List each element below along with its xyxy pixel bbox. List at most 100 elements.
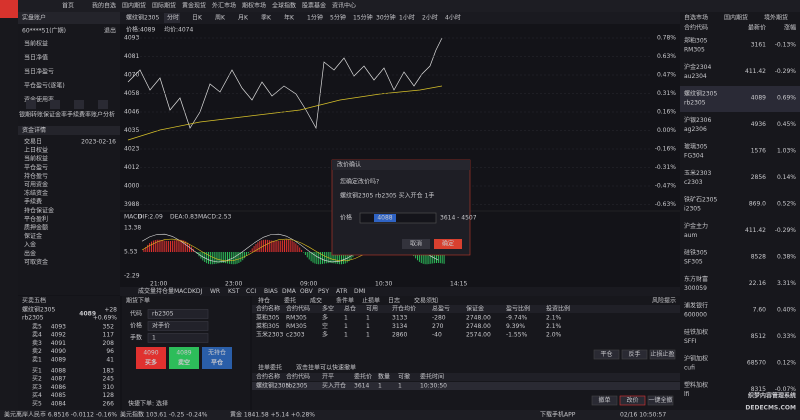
wl-name[interactable]: 塑料加权 — [684, 381, 708, 389]
wl-name[interactable]: 玻璃305 — [684, 143, 708, 151]
period-tab[interactable]: 15分钟 — [353, 14, 373, 22]
indicator-tab[interactable]: 成交量 — [138, 287, 156, 295]
entry-input[interactable] — [147, 321, 209, 331]
indicator-tab[interactable]: ATR — [336, 288, 347, 295]
wl-pct: 0.69% — [777, 95, 796, 102]
wl-price: 4089 — [751, 95, 766, 102]
wl-name[interactable]: 沪银2306 — [684, 116, 711, 124]
tab[interactable]: 交易须知 — [414, 297, 438, 305]
indicator-tab[interactable]: KDJ — [192, 288, 203, 295]
indicator-tab[interactable]: BIAS — [264, 288, 278, 295]
ok-button[interactable] — [434, 239, 462, 249]
action-button[interactable] — [649, 349, 676, 360]
entry-label: 价格 — [130, 322, 142, 330]
period-tab[interactable]: 年K — [284, 14, 295, 22]
entry-input[interactable] — [147, 309, 209, 319]
wl-name[interactable]: 硅铁305 — [684, 249, 708, 257]
action-button[interactable] — [619, 395, 646, 406]
action-button[interactable] — [591, 395, 618, 406]
entry-input[interactable] — [147, 333, 209, 343]
tab[interactable]: 自选市场 — [684, 14, 708, 22]
tool[interactable]: 银期转账 — [19, 111, 43, 119]
order-button[interactable] — [202, 347, 232, 369]
quick-value[interactable]: 选择 — [156, 400, 168, 408]
action-button[interactable] — [621, 349, 648, 360]
cancel-button[interactable] — [402, 239, 430, 249]
tab[interactable]: 持仓 — [258, 297, 270, 305]
dialog-text: 您确定改价吗? — [340, 178, 379, 186]
period-tab[interactable]: 2小时 — [422, 14, 438, 22]
tab[interactable]: 国内期货 — [724, 14, 748, 22]
tab[interactable]: 成交 — [310, 297, 322, 305]
menu-item[interactable]: 国内期货 — [122, 2, 146, 10]
period-tab[interactable]: 30分钟 — [376, 14, 396, 22]
order-button[interactable] — [169, 347, 199, 369]
tool[interactable]: 手续费率 — [67, 111, 91, 119]
wl-name[interactable]: 沪铜加权 — [684, 355, 708, 363]
indicator-tab[interactable]: DMI — [354, 288, 366, 295]
th: 总盈亏 — [432, 305, 450, 313]
menu-item[interactable]: 期权市场 — [242, 2, 266, 10]
wl-name[interactable]: 郑粕305 — [684, 37, 708, 45]
period-tab[interactable]: 月K — [238, 15, 249, 22]
wl-name[interactable]: 铁矿石2305 — [684, 196, 717, 204]
dialog-title: 改价确认 — [337, 161, 361, 169]
tab[interactable]: 境外期货 — [764, 14, 788, 22]
logo — [0, 0, 18, 18]
period-tab[interactable]: 4小时 — [445, 14, 461, 22]
wl-pct: -0.07% — [775, 386, 797, 393]
th: 可撤 — [398, 373, 410, 381]
tab[interactable]: 条件单 — [336, 297, 354, 305]
order-button[interactable] — [136, 347, 166, 369]
menu-item[interactable]: 黄金现货 — [182, 2, 206, 10]
indicator-tab[interactable]: OBV — [300, 288, 314, 295]
indicator-tab[interactable]: KST — [228, 288, 240, 295]
wl-name[interactable]: 浦发银行 — [684, 302, 708, 310]
price-input[interactable] — [359, 212, 437, 224]
menu-item[interactable]: 首页 — [62, 2, 74, 10]
menu-item[interactable]: 国际期货 — [152, 2, 176, 10]
action-button[interactable] — [647, 395, 674, 406]
th: 合约代码 — [286, 305, 310, 313]
wl-name[interactable]: 沪金2304 — [684, 63, 711, 71]
selected-row — [680, 86, 800, 112]
logout[interactable]: 退出 — [104, 27, 116, 35]
tab[interactable]: 止损单 — [362, 297, 380, 305]
menu-item[interactable]: 资讯中心 — [332, 2, 356, 10]
indicator-tab[interactable]: WR — [210, 288, 220, 295]
th: 开平 — [322, 374, 334, 381]
wl-name[interactable]: 螺纹钢2305 — [684, 90, 717, 98]
indicator-tab[interactable]: MACD — [174, 288, 192, 295]
menu-item[interactable]: 股票基金 — [302, 2, 326, 10]
menu-item[interactable]: 外汇市场 — [212, 2, 236, 10]
wl-pct: -0.29% — [775, 68, 797, 75]
tab[interactable]: 委托 — [284, 297, 296, 305]
menu-item[interactable]: 我的自选 — [92, 2, 116, 10]
wl-code: rb2305 — [684, 100, 706, 107]
level-price: 4084 — [51, 400, 66, 407]
period-tab[interactable]: 季K — [261, 14, 272, 22]
period-tab[interactable]: 5分钟 — [330, 14, 346, 22]
period-tab[interactable]: 1小时 — [399, 14, 415, 22]
tab[interactable]: 日志 — [388, 297, 400, 305]
indicator-tab[interactable]: CCI — [246, 288, 256, 295]
wl-name[interactable]: 东方财富 — [684, 275, 708, 283]
menu-item[interactable]: 全球指数 — [272, 2, 296, 10]
indicator-tab[interactable]: DMA — [282, 288, 297, 295]
time-label: 21:00 — [150, 281, 167, 288]
indicator-tab[interactable]: PSY — [318, 288, 329, 295]
tool[interactable]: 账户分析 — [91, 111, 115, 119]
wl-name[interactable]: 硅铁加权 — [684, 328, 708, 336]
period-tab[interactable]: 1分钟 — [307, 14, 323, 22]
action-button[interactable] — [593, 349, 620, 360]
wl-name[interactable]: 玉米2303 — [684, 169, 711, 177]
mode-tab-label[interactable]: 分时 — [167, 14, 179, 22]
tool[interactable]: 保证金率 — [43, 111, 67, 119]
indicator-tab[interactable]: 持仓量 — [156, 287, 174, 295]
wl-name[interactable]: 沪金主力 — [684, 222, 708, 230]
td: 2748.00 — [466, 315, 491, 322]
period-tab[interactable]: 周K — [215, 15, 226, 22]
tab[interactable]: 挂单委托 — [258, 364, 282, 372]
tab[interactable]: 双击挂单可以快速撤单 — [296, 364, 356, 372]
period-tab[interactable]: 日K — [192, 15, 203, 22]
